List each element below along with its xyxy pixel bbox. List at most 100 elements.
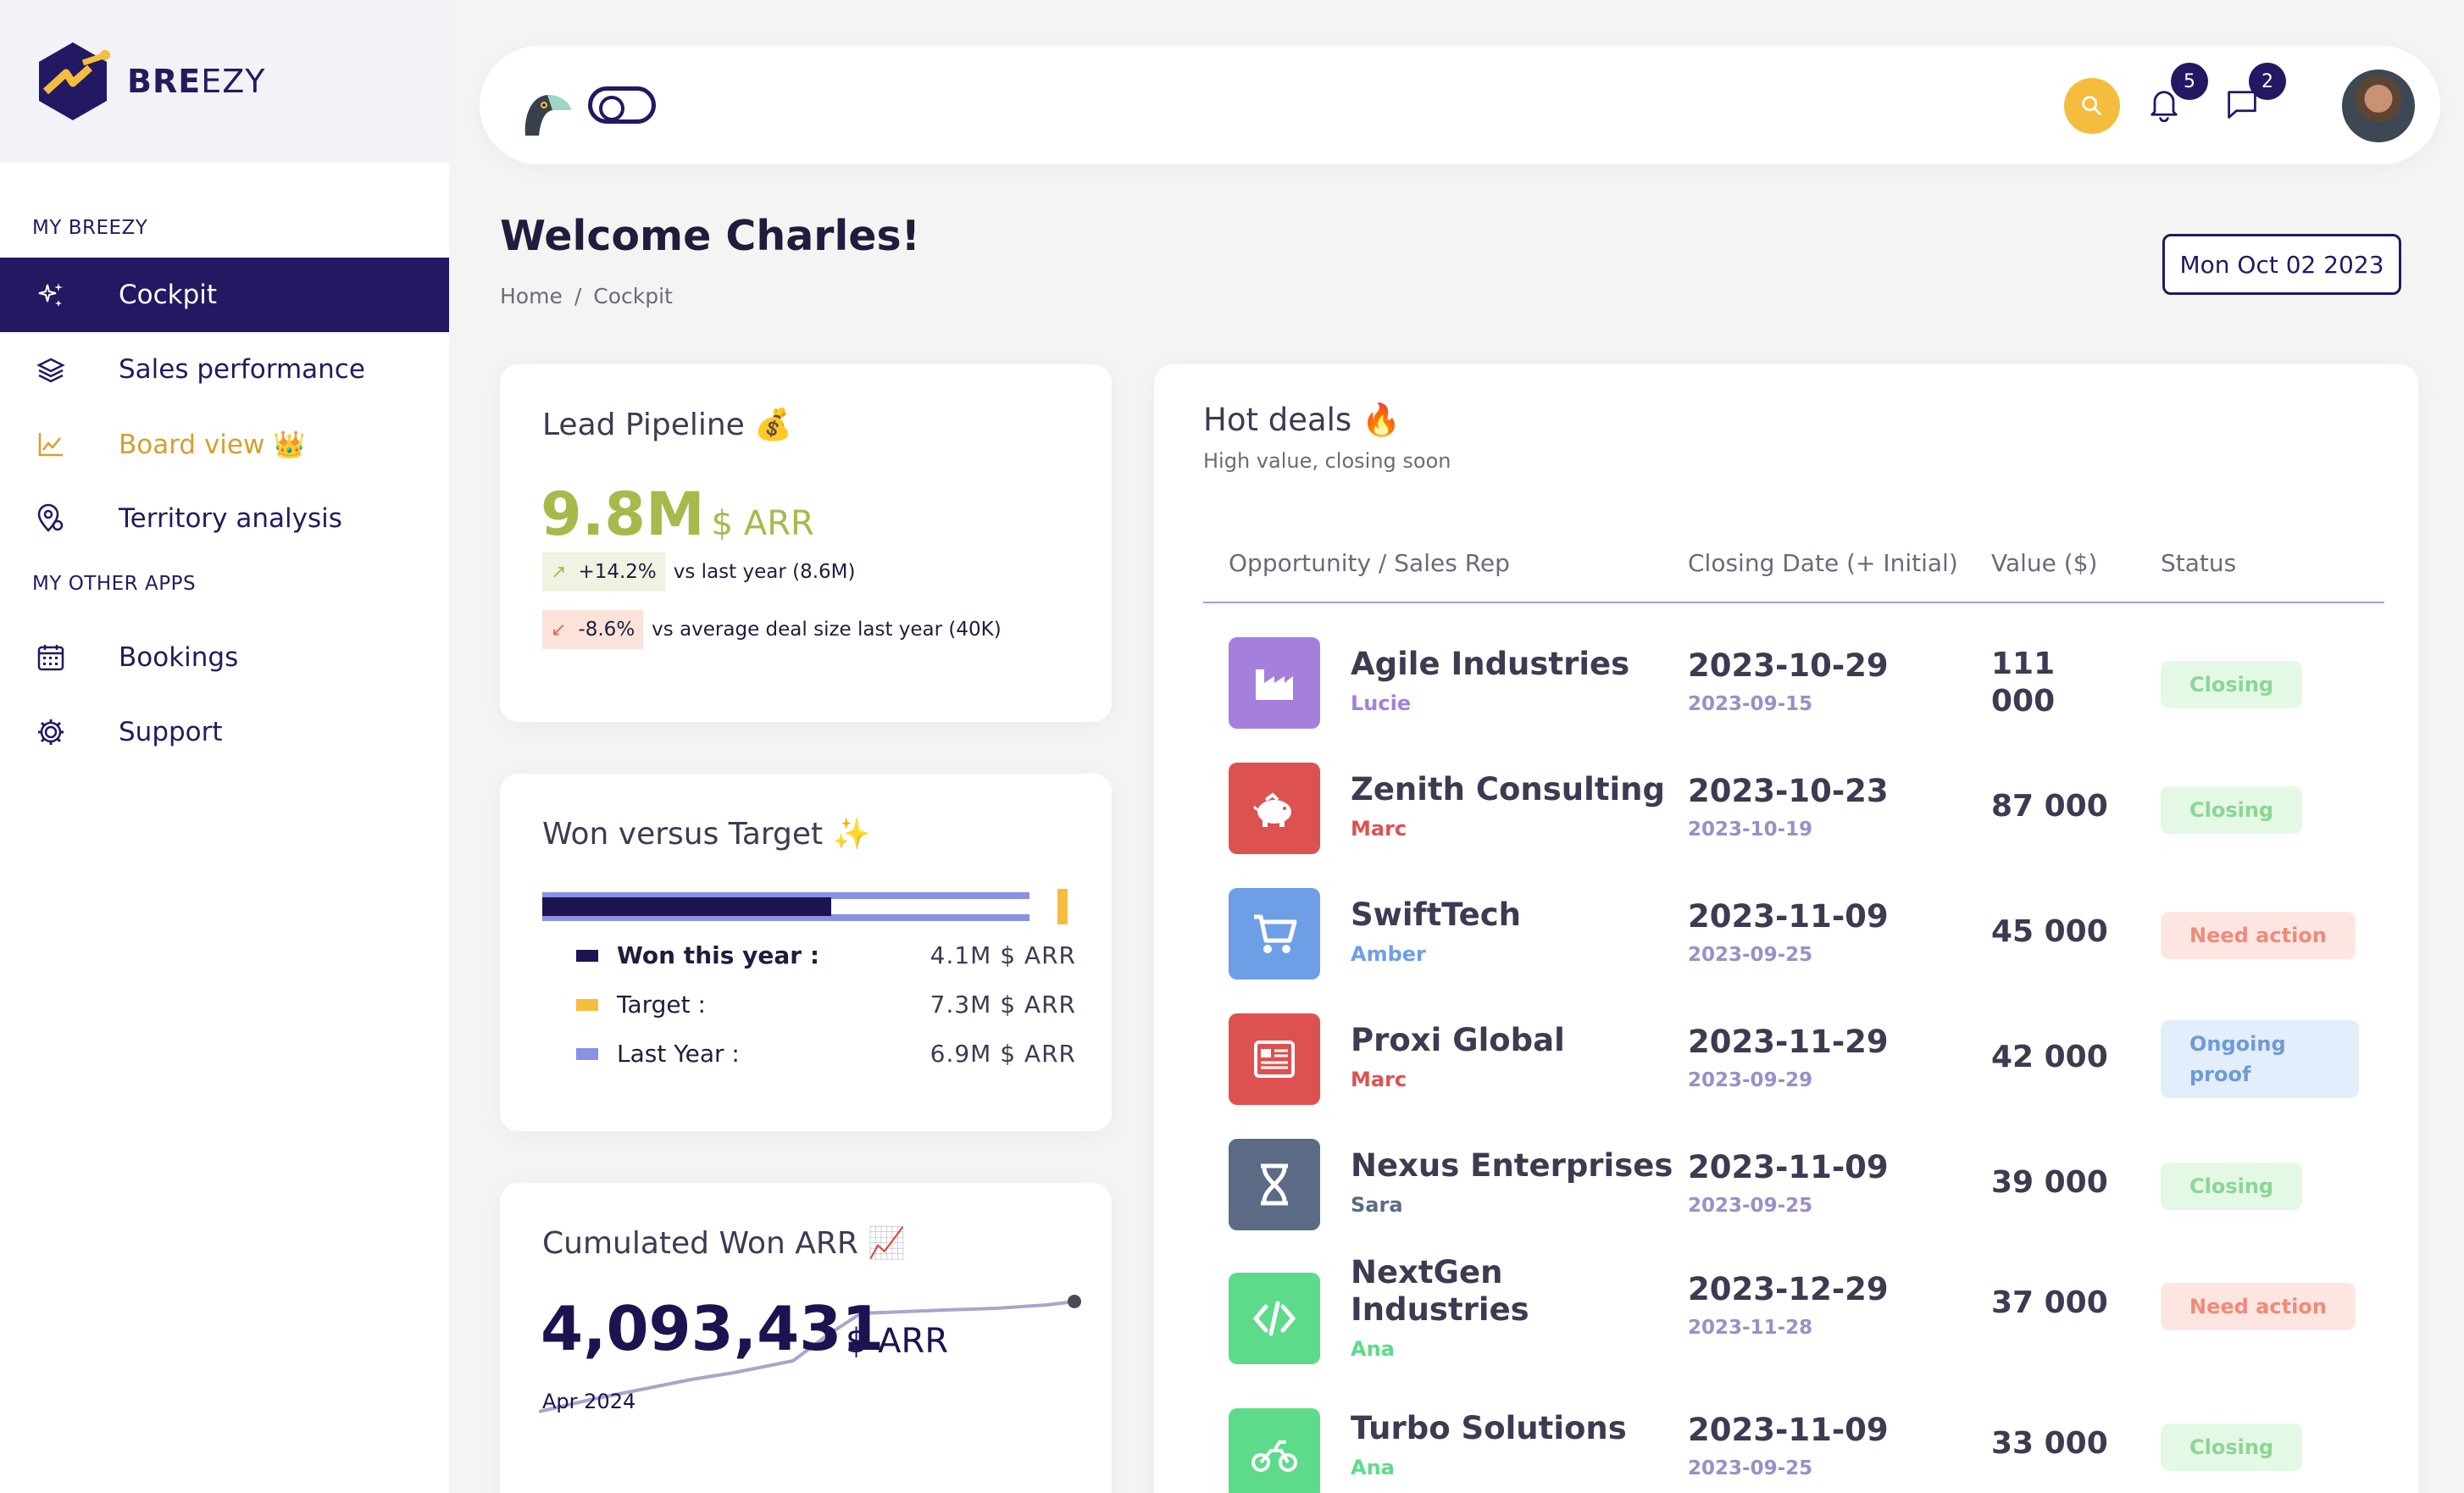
table-row[interactable]: Proxi Global Marc 2023-11-29 2023-09-29 … <box>1154 995 2418 1120</box>
legend-value: 6.9M $ ARR <box>930 1040 1076 1068</box>
deal-closing-date: 2023-10-23 <box>1688 773 1889 809</box>
status-badge: Closing <box>2161 661 2303 708</box>
deal-value: 39 000 <box>1991 1165 2108 1200</box>
search-button[interactable] <box>2064 78 2120 134</box>
deal-value: 33 000 <box>1991 1426 2108 1461</box>
deal-initial-date: 2023-09-29 <box>1688 1069 1813 1091</box>
table-row[interactable]: SwiftTech Amber 2023-11-09 2023-09-25 45… <box>1154 869 2418 995</box>
legend-label: Won this year : <box>617 941 820 969</box>
factory-icon <box>1229 637 1320 729</box>
status-badge: Ongoing proof <box>2161 1020 2359 1098</box>
table-row[interactable]: NextGen Industries Ana 2023-12-29 2023-1… <box>1154 1254 2418 1379</box>
deal-name: Proxi Global <box>1351 1022 1565 1058</box>
calendar-icon <box>34 641 68 674</box>
deal-value: 111 000 <box>1991 647 2056 719</box>
delta-pill-up: ↗ +14.2% <box>542 552 665 591</box>
deal-rep: Ana <box>1351 1456 1395 1479</box>
sidebar-item-cockpit[interactable]: Cockpit <box>0 258 449 332</box>
deal-initial-date: 2023-09-15 <box>1688 693 1813 715</box>
sparkline-end-point <box>1068 1295 1081 1308</box>
deal-value: 45 000 <box>1991 914 2108 949</box>
sidebar-item-label: Bookings <box>119 642 239 673</box>
column-header-opportunity[interactable]: Opportunity / Sales Rep <box>1229 549 1510 577</box>
logo[interactable]: BREEZY <box>0 0 449 163</box>
deal-rep: Marc <box>1351 817 1407 841</box>
dna-icon <box>1229 1139 1320 1230</box>
sidebar-item-label: Support <box>119 717 223 747</box>
breadcrumb-separator: / <box>574 284 582 308</box>
breadcrumb: Home / Cockpit <box>500 284 673 308</box>
status-badge: Closing <box>2161 1163 2303 1210</box>
delta-text: vs last year (8.6M) <box>673 561 856 583</box>
deal-initial-date: 2023-10-19 <box>1688 819 1813 841</box>
sparkline-line <box>539 1300 1075 1413</box>
legend-target: Target : 7.3M $ ARR <box>576 991 1076 1018</box>
sidebar-item-territory-analysis[interactable]: Territory analysis <box>0 481 449 556</box>
sidebar-item-support[interactable]: Support <box>0 695 449 769</box>
motorcycle-icon <box>1229 1408 1320 1493</box>
delta-last-year: ↗ +14.2% vs last year (8.6M) <box>542 552 855 591</box>
deal-rep: Ana <box>1351 1337 1395 1361</box>
bar-won <box>542 897 831 916</box>
page-title: Welcome Charles! <box>500 212 921 260</box>
deal-closing-date: 2023-11-09 <box>1688 898 1889 935</box>
sidebar: BREEZY MY BREEZY Cockpit Sales performan… <box>0 0 449 1493</box>
messages-badge: 2 <box>2249 63 2286 100</box>
deal-rep: Amber <box>1351 942 1426 966</box>
cumulated-month: Apr 2024 <box>542 1390 636 1413</box>
cumulated-unit: $ ARR <box>846 1322 949 1361</box>
legend-last-year: Last Year : 6.9M $ ARR <box>576 1040 1076 1068</box>
table-row[interactable]: Nexus Enterprises Sara 2023-11-09 2023-0… <box>1154 1120 2418 1246</box>
status-badge: Closing <box>2161 786 2303 834</box>
card-title: Hot deals 🔥 <box>1203 402 1401 438</box>
column-header-status[interactable]: Status <box>2161 549 2237 577</box>
deal-closing-date: 2023-11-29 <box>1688 1024 1889 1060</box>
sidebar-item-bookings[interactable]: Bookings <box>0 620 449 695</box>
messages-button[interactable]: 2 <box>2223 63 2286 129</box>
legend-swatch <box>576 998 598 1011</box>
chart-line-icon <box>34 427 68 461</box>
breadcrumb-home[interactable]: Home <box>500 284 563 308</box>
table-row[interactable]: Zenith Consulting Marc 2023-10-23 2023-1… <box>1154 744 2418 869</box>
status-badge: Need action <box>2161 912 2356 959</box>
legend-swatch <box>576 949 598 962</box>
arrow-down-left-icon: ↙ <box>551 619 567 641</box>
arrow-up-right-icon: ↗ <box>551 561 567 583</box>
gear-icon <box>34 715 68 749</box>
sparkles-icon <box>34 278 68 312</box>
date-button[interactable]: Mon Oct 02 2023 <box>2162 234 2401 295</box>
table-row[interactable]: Turbo Solutions Ana 2023-11-09 2023-09-2… <box>1154 1390 2418 1493</box>
theme-toggle[interactable] <box>588 86 656 124</box>
bell-icon <box>2150 91 2178 123</box>
legend-label: Target : <box>617 991 706 1018</box>
delta-text: vs average deal size last year (40K) <box>652 619 1002 641</box>
deal-name: Nexus Enterprises <box>1351 1147 1673 1184</box>
status-badge: Closing <box>2161 1424 2303 1471</box>
chat-icon <box>2228 91 2256 119</box>
delta-pill-down: ↙ -8.6% <box>542 610 644 649</box>
legend-value: 7.3M $ ARR <box>930 991 1076 1018</box>
column-header-closing-date[interactable]: Closing Date (+ Initial) <box>1688 549 1958 577</box>
pipeline-unit: $ ARR <box>711 504 814 543</box>
sidebar-item-sales-performance[interactable]: Sales performance <box>0 332 449 407</box>
legend-won: Won this year : 4.1M $ ARR <box>576 941 1076 969</box>
deal-name: Zenith Consulting <box>1351 771 1666 808</box>
section-my-other-apps: MY OTHER APPS <box>32 573 197 595</box>
sparkline-chart <box>539 1295 1081 1413</box>
deal-initial-date: 2023-09-25 <box>1688 1195 1813 1217</box>
table-row[interactable]: Agile Industries Lucie 2023-10-29 2023-0… <box>1154 619 2418 744</box>
legend-label: Last Year : <box>617 1040 740 1068</box>
user-avatar[interactable] <box>2342 69 2415 142</box>
deal-initial-date: 2023-09-25 <box>1688 1457 1813 1479</box>
search-icon <box>2082 96 2102 116</box>
lead-pipeline-card: Lead Pipeline 💰 9.8M $ ARR ↗ +14.2% vs las… <box>500 364 1112 722</box>
newspaper-icon <box>1229 1013 1320 1105</box>
code-icon <box>1229 1273 1320 1364</box>
table-header-divider <box>1203 602 2384 603</box>
piggy-bank-icon <box>1229 763 1320 854</box>
column-header-value[interactable]: Value ($) <box>1991 549 2098 577</box>
sidebar-item-board-view[interactable]: Board view 👑 <box>0 407 449 481</box>
deal-value: 42 000 <box>1991 1040 2108 1074</box>
notifications-button[interactable]: 5 <box>2145 63 2208 129</box>
won-vs-target-card: Won versus Target ✨ Won this year : 4.1M… <box>500 774 1112 1131</box>
